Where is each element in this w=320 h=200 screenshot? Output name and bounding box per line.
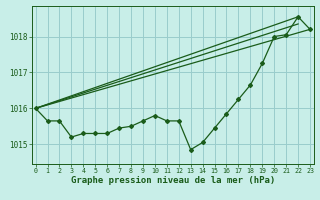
X-axis label: Graphe pression niveau de la mer (hPa): Graphe pression niveau de la mer (hPa): [71, 176, 275, 185]
